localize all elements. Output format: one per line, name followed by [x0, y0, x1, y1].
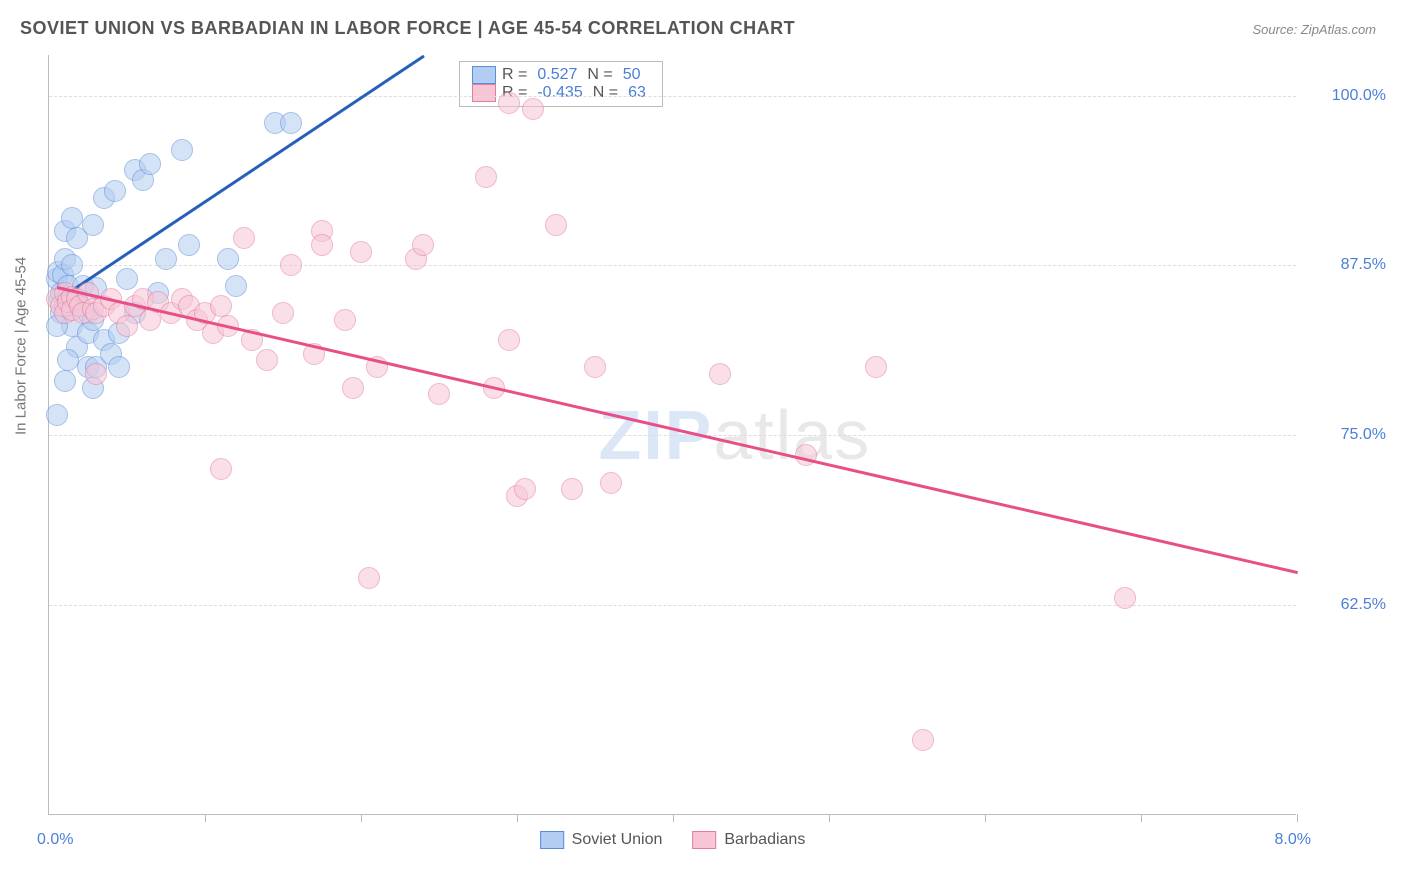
scatter-point — [272, 302, 294, 324]
scatter-point — [155, 248, 177, 270]
scatter-point — [54, 370, 76, 392]
scatter-point — [280, 112, 302, 134]
gridline-h — [49, 605, 1296, 606]
series-legend: Soviet Union Barbadians — [540, 831, 806, 849]
x-axis-min-label: 0.0% — [37, 831, 73, 849]
swatch-soviet — [472, 66, 496, 84]
scatter-point — [311, 234, 333, 256]
swatch-barbadian-bottom — [692, 831, 716, 849]
scatter-point — [514, 478, 536, 500]
scatter-point — [61, 254, 83, 276]
scatter-point — [210, 458, 232, 480]
scatter-point — [233, 227, 255, 249]
legend-item-barbadian: Barbadians — [692, 831, 805, 849]
scatter-point — [412, 234, 434, 256]
scatter-point — [116, 315, 138, 337]
scatter-point — [104, 180, 126, 202]
scatter-point — [561, 478, 583, 500]
y-tick-label: 75.0% — [1306, 426, 1386, 444]
scatter-point — [46, 404, 68, 426]
scatter-point — [139, 153, 161, 175]
source-attribution: Source: ZipAtlas.com — [1252, 22, 1376, 37]
legend-item-soviet: Soviet Union — [540, 831, 663, 849]
scatter-point — [256, 349, 278, 371]
legend-label-soviet: Soviet Union — [572, 831, 663, 849]
scatter-point — [498, 92, 520, 114]
scatter-point — [350, 241, 372, 263]
scatter-point — [475, 166, 497, 188]
x-axis-max-label: 8.0% — [1275, 831, 1311, 849]
y-tick-label: 62.5% — [1306, 596, 1386, 614]
scatter-point — [709, 363, 731, 385]
trend-line — [56, 286, 1297, 574]
scatter-point — [57, 349, 79, 371]
x-tick — [361, 814, 362, 822]
scatter-plot-area: ZIPatlas In Labor Force | Age 45-54 R = … — [48, 55, 1296, 815]
y-tick-label: 87.5% — [1306, 256, 1386, 274]
scatter-point — [116, 268, 138, 290]
legend-label-barbadian: Barbadians — [724, 831, 805, 849]
swatch-soviet-bottom — [540, 831, 564, 849]
y-axis-label: In Labor Force | Age 45-54 — [13, 256, 30, 434]
correlation-legend: R = 0.527 N = 50 R = -0.435 N = 63 — [459, 61, 663, 107]
legend-row-soviet: R = 0.527 N = 50 — [472, 66, 650, 84]
scatter-point — [1114, 587, 1136, 609]
scatter-point — [912, 729, 934, 751]
x-tick — [517, 814, 518, 822]
gridline-h — [49, 96, 1296, 97]
x-tick — [1297, 814, 1298, 822]
scatter-point — [342, 377, 364, 399]
x-tick — [829, 814, 830, 822]
y-tick-label: 100.0% — [1306, 87, 1386, 105]
scatter-point — [82, 214, 104, 236]
scatter-point — [522, 98, 544, 120]
scatter-point — [498, 329, 520, 351]
gridline-h — [49, 435, 1296, 436]
chart-title: SOVIET UNION VS BARBADIAN IN LABOR FORCE… — [20, 18, 795, 39]
swatch-barbadian — [472, 84, 496, 102]
scatter-point — [865, 356, 887, 378]
scatter-point — [178, 234, 200, 256]
x-tick — [985, 814, 986, 822]
scatter-point — [280, 254, 302, 276]
scatter-point — [334, 309, 356, 331]
scatter-point — [210, 295, 232, 317]
scatter-point — [85, 363, 107, 385]
scatter-point — [600, 472, 622, 494]
scatter-point — [61, 207, 83, 229]
x-tick — [205, 814, 206, 822]
scatter-point — [108, 356, 130, 378]
scatter-point — [225, 275, 247, 297]
scatter-point — [428, 383, 450, 405]
scatter-point — [584, 356, 606, 378]
scatter-point — [217, 248, 239, 270]
x-tick — [673, 814, 674, 822]
scatter-point — [171, 139, 193, 161]
scatter-point — [358, 567, 380, 589]
scatter-point — [545, 214, 567, 236]
x-tick — [1141, 814, 1142, 822]
